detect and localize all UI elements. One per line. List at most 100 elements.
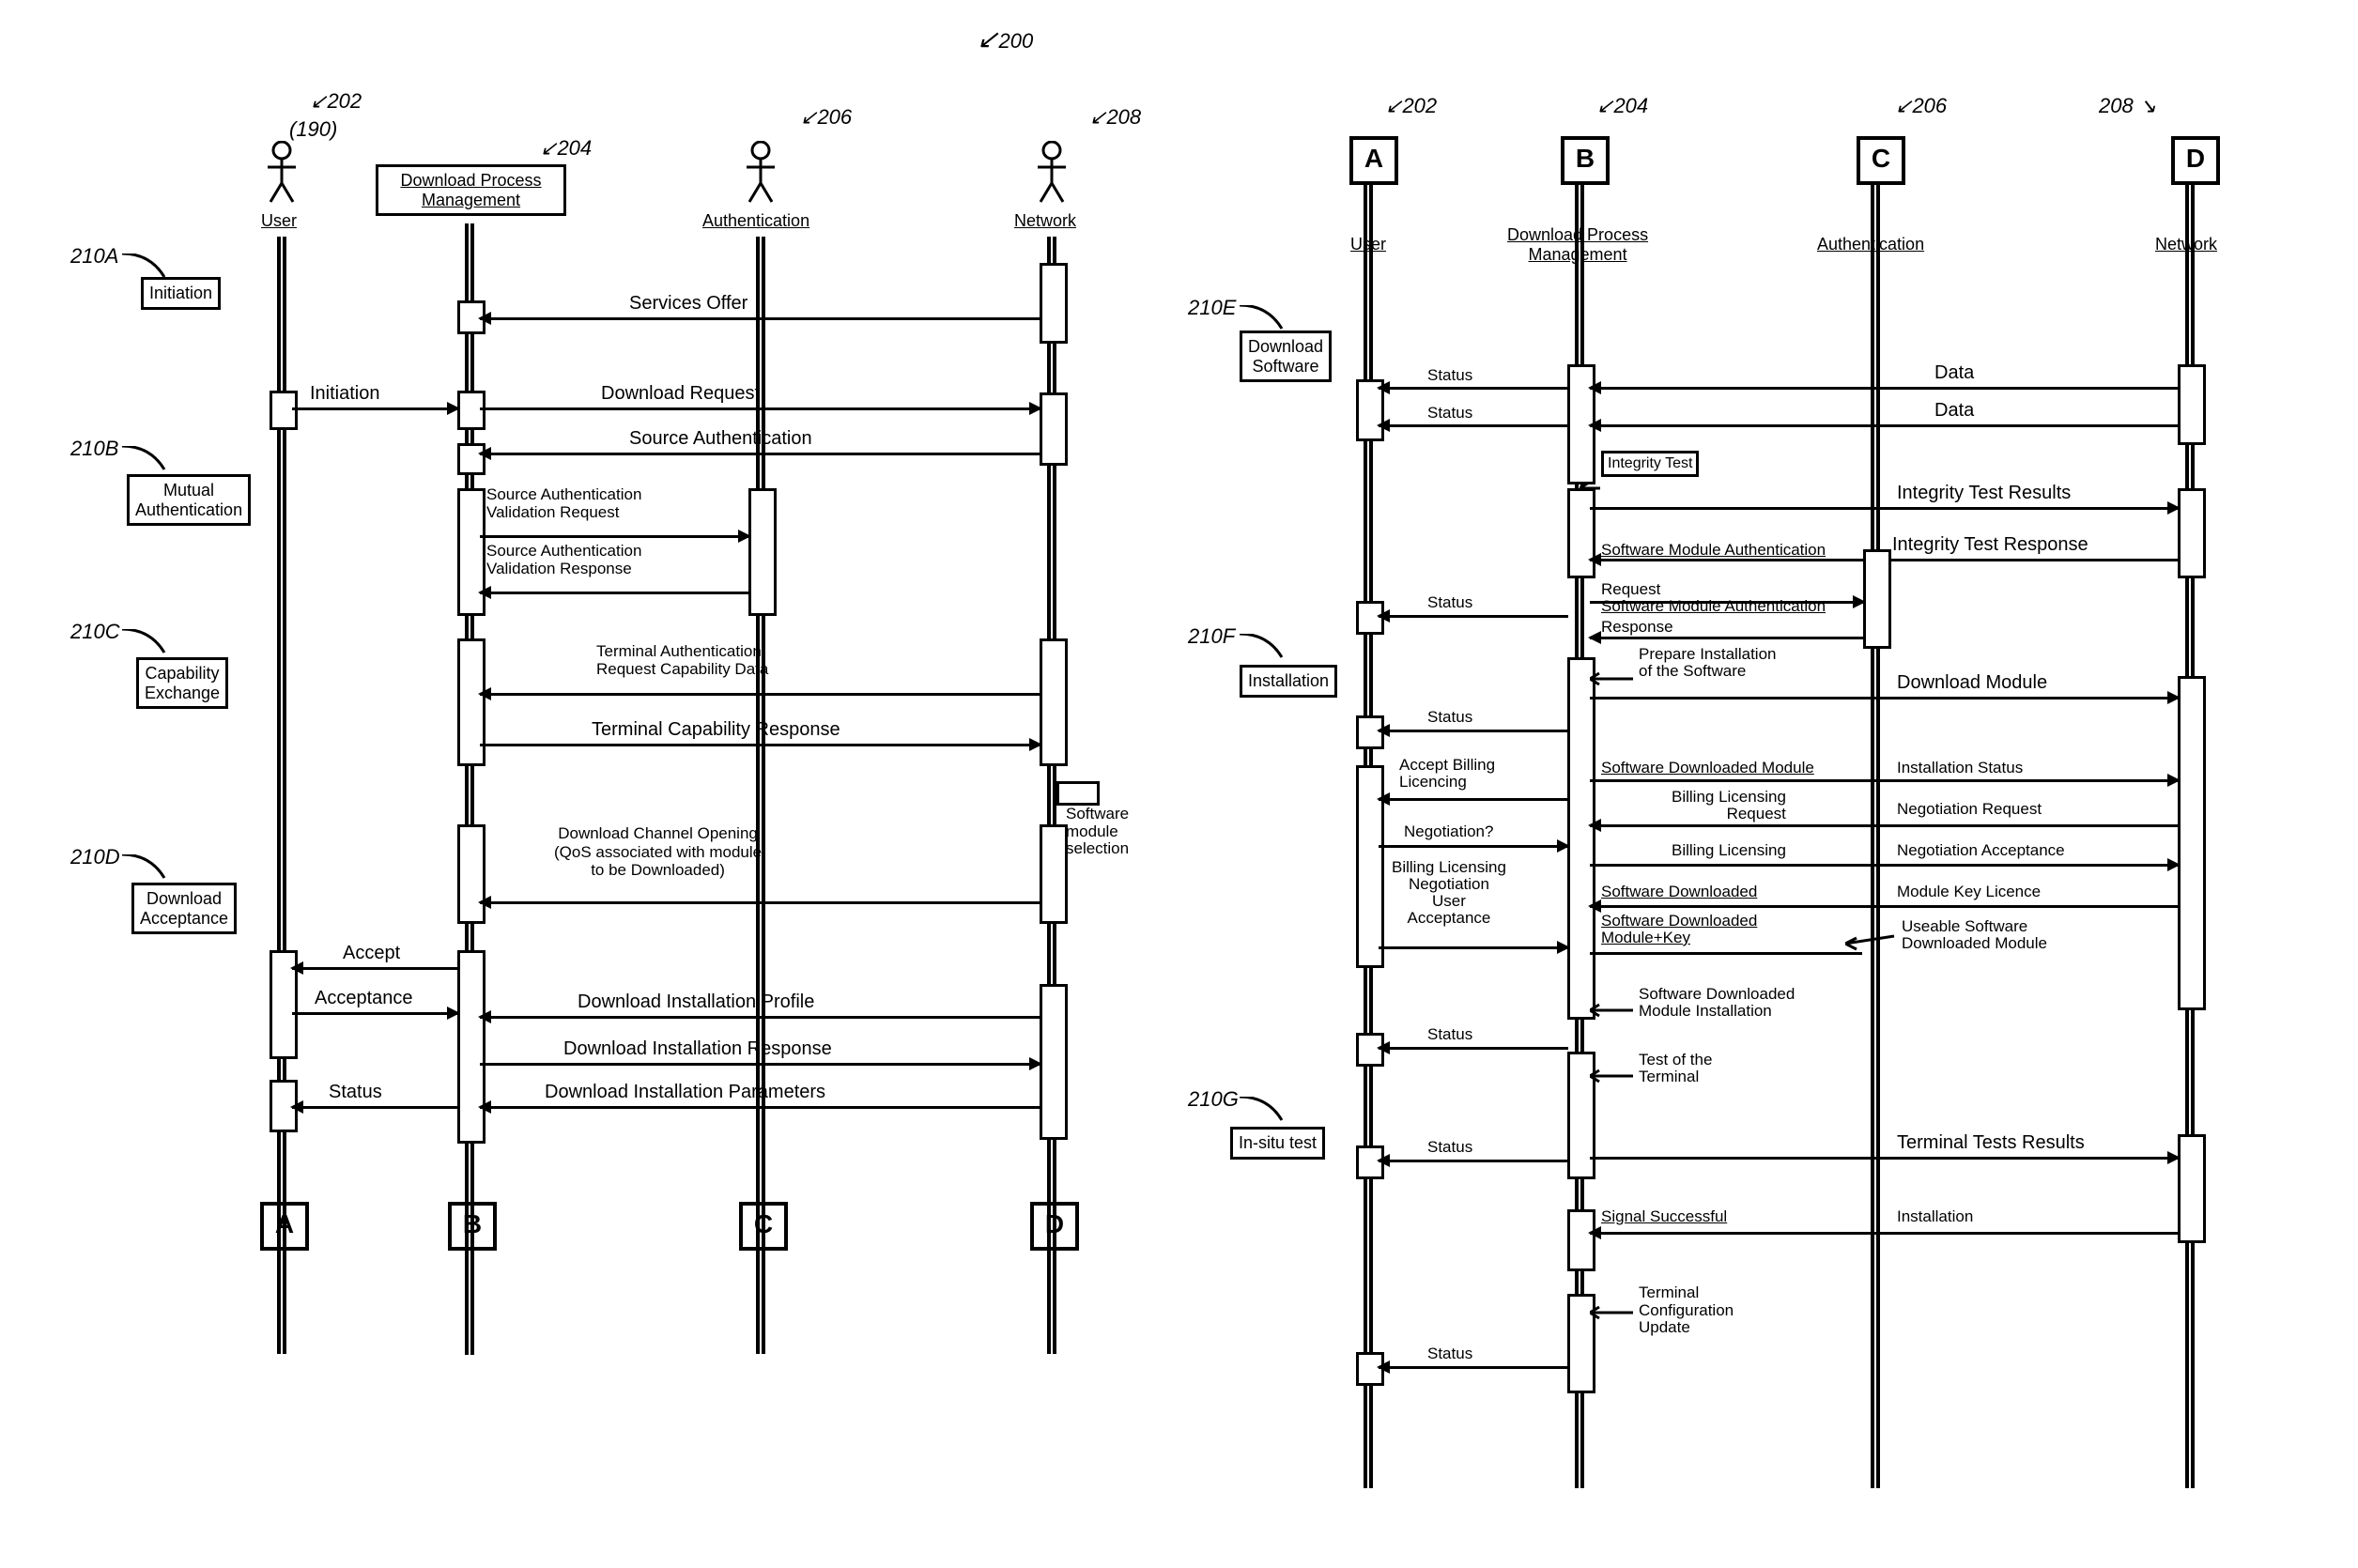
lane-user-title: User (261, 211, 297, 231)
msg-status-R5: Status (1427, 1025, 1472, 1044)
arrow-term-test-res (1590, 1157, 2179, 1160)
msg-integrity-results: Integrity Test Results (1897, 483, 2071, 504)
ref-204-R: ↙204 (1596, 94, 1648, 118)
arrow-bill-neg-acc (1590, 864, 2179, 867)
arrow-bill-user-acc (1379, 946, 1568, 949)
leader-210E (1240, 305, 1287, 333)
ref-202: ↙202 (310, 89, 362, 114)
self-arrow-tcu (1590, 1305, 1639, 1320)
phase-installation: Installation (1240, 665, 1337, 698)
ref-204: ↙204 (540, 136, 592, 161)
act-dpm-4 (457, 638, 485, 766)
msg-neg-acceptance: Negotiation Acceptance (1897, 841, 2065, 860)
phase-dl-acceptance: Download Acceptance (131, 883, 237, 934)
msg-neg-request: Negotiation Request (1897, 800, 2042, 819)
diagram-ref-200: ↙200 (977, 23, 1033, 54)
msg-dl-chan: Download Channel Opening (QoS associated… (554, 824, 762, 880)
msg-status-R4: Status (1427, 708, 1472, 727)
msg-accept: Accept (343, 943, 400, 964)
ref-210F: 210F (1188, 624, 1235, 649)
arrow-src-auth (480, 453, 1040, 455)
act-dpm-6 (457, 950, 485, 1144)
phase-insitu: In-situ test (1230, 1127, 1325, 1160)
msg-src-auth-vresp: Source Authentication Validation Respons… (486, 543, 641, 577)
arrow-dl-inst-profile (480, 1016, 1040, 1019)
ref-208: ↙208 (1089, 105, 1141, 130)
msg-services-offer: Services Offer (629, 293, 747, 315)
auth-icon (742, 141, 779, 207)
msg-sw-dl-mod-key: Software Downloaded (1601, 883, 1757, 901)
act-net-3 (1040, 638, 1068, 766)
ref-210D: 210D (70, 845, 120, 869)
phase-mutual-auth: Mutual Authentication (127, 474, 251, 526)
msg-dl-inst-params: Download Installation Parameters (545, 1082, 825, 1103)
msg-data1: Data (1934, 362, 1974, 384)
ref-210G: 210G (1188, 1087, 1239, 1112)
arrow-data2 (1590, 424, 2179, 427)
act-net-4 (1040, 824, 1068, 924)
arrow-status-R1 (1379, 387, 1568, 390)
sequence-diagram: ↙200 ↙202 (190) ↙204 ↙206 ↙208 User Down… (19, 19, 2339, 1549)
msg-bill-neg-req: Billing Licensing Request (1672, 789, 1786, 822)
arrow-sma-resp (1590, 637, 1864, 639)
act-net-5 (1040, 984, 1068, 1140)
arrow-accept (292, 967, 458, 970)
cont-A-top: A (1349, 136, 1398, 185)
msg-sma-req2: Request (1601, 580, 1660, 599)
arrow-term-cap-resp (480, 744, 1040, 746)
arrow-initiation (292, 407, 458, 410)
cont-C-bottom: C (739, 1202, 788, 1251)
ref-208-R: 208 ↘ (2099, 94, 2156, 118)
lifeline-auth-R (1871, 183, 1880, 1488)
arrow-integrity-results (1590, 507, 2179, 510)
act-net-R1 (2178, 364, 2206, 445)
act-dpm-1 (457, 391, 485, 430)
act-net-R2 (2178, 488, 2206, 578)
lane-auth-title: Authentication (702, 211, 809, 231)
ref-206-R: ↙206 (1895, 94, 1947, 118)
msg-status-R2: Status (1427, 404, 1472, 423)
arrow-status-R5 (1379, 1047, 1568, 1050)
arrow-src-auth-vreq (480, 535, 749, 538)
arrow-accept-bill (1379, 798, 1568, 801)
arrow-status-R6 (1379, 1160, 1568, 1162)
arrow-negotiation (1379, 845, 1568, 848)
act-dpm-R5 (1567, 1209, 1595, 1271)
cont-D-bottom: D (1030, 1202, 1079, 1251)
msg-sma-resp1: Software Module Authentication (1601, 597, 1826, 616)
msg-mod-key-lic: Module Key Licence (1897, 883, 2041, 901)
msg-prep-install: Prepare Installation of the Software (1639, 646, 1776, 680)
lane-dpm-title: Download Process Management (376, 164, 566, 216)
arrow-status-R7 (1379, 1366, 1568, 1369)
line-modkey-sep (1590, 952, 1862, 955)
ref-202-R: ↙202 (1385, 94, 1437, 118)
leader-210C (122, 629, 169, 657)
ref-210C: 210C (70, 620, 120, 644)
self-arrow-prep (1590, 671, 1639, 686)
msg-inst-status: Installation Status (1897, 759, 2023, 777)
arrow-dl-inst-params (480, 1106, 1040, 1109)
phase-capability: Capability Exchange (136, 657, 228, 709)
net-icon (1033, 141, 1071, 207)
self-arrow-inst (1590, 1003, 1639, 1018)
user-icon (263, 141, 301, 207)
phase-initiation: Initiation (141, 277, 221, 310)
msg-integrity-resp: Integrity Test Response (1892, 534, 2088, 556)
leader-210D (122, 854, 169, 883)
act-net-R4 (2178, 1134, 2206, 1243)
msg-term-auth-req: Terminal Authentication Request Capabili… (596, 643, 768, 678)
arrow-status-L (292, 1106, 458, 1109)
msg-acceptance: Acceptance (315, 988, 413, 1009)
leader-useable (1845, 934, 1902, 953)
msg-sma-req1: Software Module Authentication (1601, 541, 1826, 560)
msg-accept-bill: Accept Billing Licencing (1399, 757, 1495, 791)
msg-term-conf-upd: Terminal Configuration Update (1639, 1284, 1734, 1337)
msg-status-R1: Status (1427, 366, 1472, 385)
act-auth-R1 (1863, 549, 1891, 649)
ref-210A: 210A (70, 244, 118, 269)
leader-210B (122, 446, 169, 474)
msg-dl-inst-profile: Download Installation Profile (578, 992, 814, 1013)
msg-negotiation: Negotiation? (1404, 822, 1493, 841)
arrow-dl-inst-resp (480, 1063, 1040, 1066)
cont-D-top: D (2171, 136, 2220, 185)
